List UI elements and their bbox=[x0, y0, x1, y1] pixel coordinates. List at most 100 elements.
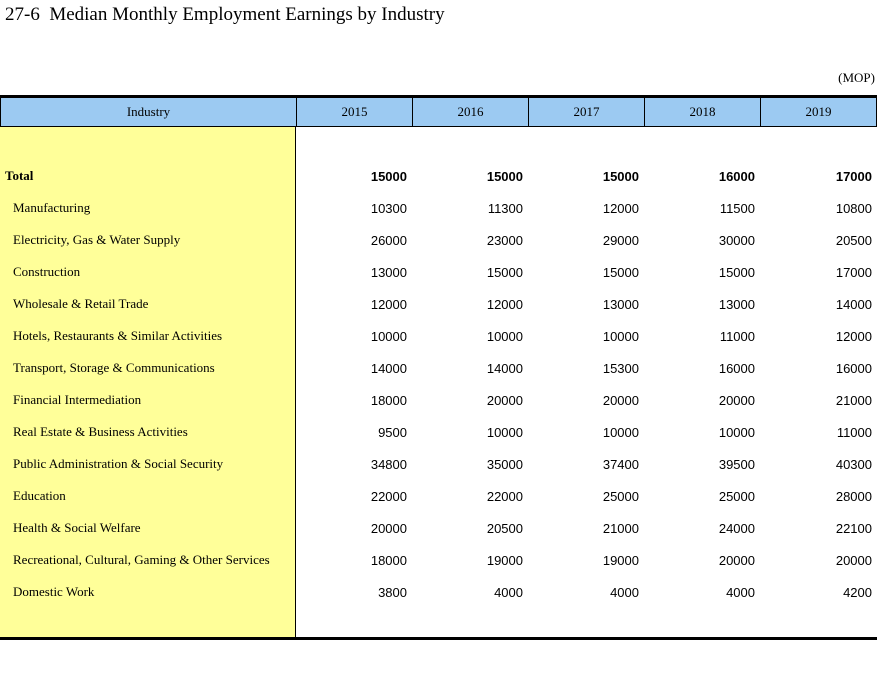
cell-value: 4200 bbox=[843, 584, 872, 600]
table-row: Total 15000 15000 15000 16000 17000 bbox=[0, 160, 877, 192]
cell-value: 20000 bbox=[486, 392, 523, 408]
cell-value: 21000 bbox=[602, 520, 639, 536]
cell-value: 19000 bbox=[486, 552, 523, 568]
cell-value: 20000 bbox=[718, 552, 755, 568]
cell-value: 20500 bbox=[835, 232, 872, 248]
row-label: Total bbox=[5, 168, 34, 183]
cell-value: 30000 bbox=[718, 232, 755, 248]
row-label: Hotels, Restaurants & Similar Activities bbox=[13, 328, 223, 343]
column-header-2015: 2015 bbox=[296, 98, 412, 126]
table-row: Electricity, Gas & Water Supply 26000 2300… bbox=[0, 224, 877, 256]
cell-value: 40300 bbox=[835, 456, 872, 472]
table-row: Financial Intermediation 18000 20000 20000 2… bbox=[0, 384, 877, 416]
cell-value: 4000 bbox=[494, 584, 523, 600]
page-title: 27-6 Median Monthly Employment Earnings … bbox=[5, 4, 445, 25]
cell-value: 24000 bbox=[718, 520, 755, 536]
cell-value: 3800 bbox=[378, 584, 407, 600]
cell-value: 10000 bbox=[486, 328, 523, 344]
table-row: Education 22000 22000 25000 25000 28000 bbox=[0, 480, 877, 512]
cell-value: 28000 bbox=[835, 488, 872, 504]
row-label: Construction bbox=[13, 264, 81, 279]
cell-value: 4000 bbox=[610, 584, 639, 600]
cell-value: 15000 bbox=[602, 168, 639, 184]
cell-value: 20500 bbox=[486, 520, 523, 536]
cell-value: 21000 bbox=[835, 392, 872, 408]
cell-value: 9500 bbox=[378, 424, 407, 440]
cell-value: 37400 bbox=[602, 456, 639, 472]
column-header-2016: 2016 bbox=[412, 98, 528, 126]
table-row: Health & Social Welfare 20000 20500 21000 24… bbox=[0, 512, 877, 544]
cell-value: 11300 bbox=[487, 200, 523, 216]
earnings-table: Industry 2015 2016 2017 2018 2019 Total 1… bbox=[0, 95, 877, 640]
row-label: Wholesale & Retail Trade bbox=[13, 296, 149, 311]
table-row: Hotels, Restaurants & Similar Activities… bbox=[0, 320, 877, 352]
cell-value: 17000 bbox=[835, 168, 872, 184]
cell-value: 18000 bbox=[370, 552, 407, 568]
cell-value: 15000 bbox=[602, 264, 639, 280]
table-row: Transport, Storage & Communications 14000… bbox=[0, 352, 877, 384]
cell-value: 29000 bbox=[602, 232, 639, 248]
cell-value: 26000 bbox=[370, 232, 407, 248]
cell-value: 15000 bbox=[486, 264, 523, 280]
row-label: Manufacturing bbox=[13, 200, 91, 215]
cell-value: 35000 bbox=[486, 456, 523, 472]
cell-value: 19000 bbox=[602, 552, 639, 568]
cell-value: 10800 bbox=[835, 200, 872, 216]
cell-value: 20000 bbox=[602, 392, 639, 408]
cell-value: 20000 bbox=[835, 552, 872, 568]
row-label: Electricity, Gas & Water Supply bbox=[13, 232, 181, 247]
cell-value: 20000 bbox=[370, 520, 407, 536]
cell-value: 4000 bbox=[726, 584, 755, 600]
cell-value: 22000 bbox=[370, 488, 407, 504]
cell-value: 14000 bbox=[486, 360, 523, 376]
column-header-industry: Industry bbox=[126, 104, 171, 119]
row-label: Health & Social Welfare bbox=[13, 520, 141, 535]
cell-value: 15000 bbox=[370, 168, 407, 184]
cell-value: 22100 bbox=[835, 520, 872, 536]
row-label: Financial Intermediation bbox=[13, 392, 142, 407]
industry-stub-background bbox=[0, 127, 296, 637]
cell-value: 10000 bbox=[602, 424, 639, 440]
cell-value: 16000 bbox=[718, 360, 755, 376]
cell-value: 16000 bbox=[835, 360, 872, 376]
cell-value: 15000 bbox=[486, 168, 523, 184]
unit-label: (MOP) bbox=[838, 70, 875, 85]
cell-value: 10300 bbox=[370, 200, 407, 216]
cell-value: 12000 bbox=[486, 296, 523, 312]
row-label: Education bbox=[13, 488, 66, 503]
table-body: Total 15000 15000 15000 16000 17000 Manufactur… bbox=[0, 127, 877, 640]
table-row: Domestic Work 3800 4000 4000 4000 4200 bbox=[0, 576, 877, 608]
cell-value: 13000 bbox=[602, 296, 639, 312]
cell-value: 25000 bbox=[718, 488, 755, 504]
column-header-2018: 2018 bbox=[644, 98, 760, 126]
cell-value: 14000 bbox=[835, 296, 872, 312]
cell-value: 34800 bbox=[370, 456, 407, 472]
cell-value: 10000 bbox=[486, 424, 523, 440]
row-label: Transport, Storage & Communications bbox=[13, 360, 215, 375]
cell-value: 17000 bbox=[835, 264, 872, 280]
table-rows: Total 15000 15000 15000 16000 17000 Manufactur… bbox=[0, 160, 877, 608]
table-row: Construction 13000 15000 15000 15000 17000 bbox=[0, 256, 877, 288]
table-row: Manufacturing 10300 11300 12000 11500 10800 bbox=[0, 192, 877, 224]
row-label: Domestic Work bbox=[13, 584, 95, 599]
cell-value: 12000 bbox=[602, 200, 639, 216]
cell-value: 11000 bbox=[719, 328, 755, 344]
table-row: Public Administration & Social Security 3… bbox=[0, 448, 877, 480]
cell-value: 14000 bbox=[370, 360, 407, 376]
table-row: Real Estate & Business Activities 9500 100… bbox=[0, 416, 877, 448]
cell-value: 39500 bbox=[718, 456, 755, 472]
cell-value: 16000 bbox=[718, 168, 755, 184]
cell-value: 15000 bbox=[718, 264, 755, 280]
cell-value: 10000 bbox=[718, 424, 755, 440]
cell-value: 12000 bbox=[370, 296, 407, 312]
row-label: Public Administration & Social Security bbox=[13, 456, 224, 471]
column-header-2019: 2019 bbox=[760, 98, 876, 126]
table-row: Recreational, Cultural, Gaming & Other S… bbox=[0, 544, 877, 576]
cell-value: 15300 bbox=[602, 360, 639, 376]
cell-value: 20000 bbox=[718, 392, 755, 408]
cell-value: 25000 bbox=[602, 488, 639, 504]
column-header-2017: 2017 bbox=[528, 98, 644, 126]
row-label: Recreational, Cultural, Gaming & Other S… bbox=[13, 552, 270, 567]
cell-value: 10000 bbox=[602, 328, 639, 344]
cell-value: 13000 bbox=[718, 296, 755, 312]
